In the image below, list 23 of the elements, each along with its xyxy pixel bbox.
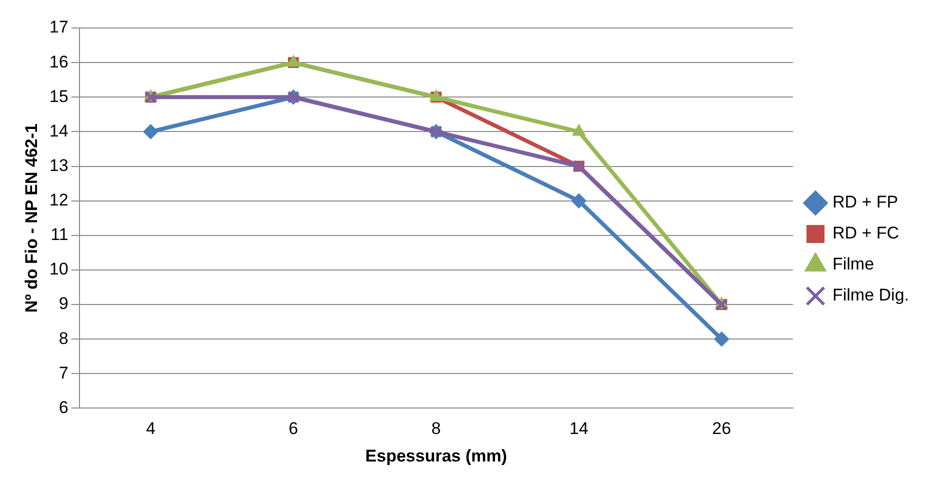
y-tick-label: 14 bbox=[49, 121, 68, 140]
x-axis-title: Espessuras (mm) bbox=[365, 446, 508, 466]
y-tick-label: 16 bbox=[49, 52, 68, 72]
legend-label: RD + FP bbox=[832, 192, 898, 212]
x-tick-label: 8 bbox=[431, 419, 441, 438]
y-tick-label: 15 bbox=[49, 86, 68, 106]
y-tick-label: 12 bbox=[49, 190, 68, 210]
y-tick-label: 11 bbox=[50, 225, 68, 244]
y-axis-title: Nº do Fio - NP EN 462-1 bbox=[22, 124, 41, 313]
y-tick-label: 7 bbox=[58, 363, 68, 382]
y-tick-label: 9 bbox=[58, 294, 68, 314]
y-tick-label: 13 bbox=[49, 156, 68, 175]
x-tick-label: 14 bbox=[569, 419, 588, 438]
legend-label: Filme bbox=[832, 254, 874, 274]
y-tick-label: 17 bbox=[49, 18, 68, 37]
y-tick-label: 6 bbox=[58, 398, 68, 417]
y-tick-label: 8 bbox=[58, 328, 68, 348]
legend-label: Filme Dig. bbox=[832, 286, 910, 305]
x-tick-label: 4 bbox=[146, 419, 156, 438]
y-tick-label: 10 bbox=[49, 260, 68, 279]
x-tick-label: 6 bbox=[288, 419, 298, 438]
x-tick-label: 26 bbox=[712, 419, 732, 438]
legend-label: RD + FC bbox=[832, 224, 900, 243]
